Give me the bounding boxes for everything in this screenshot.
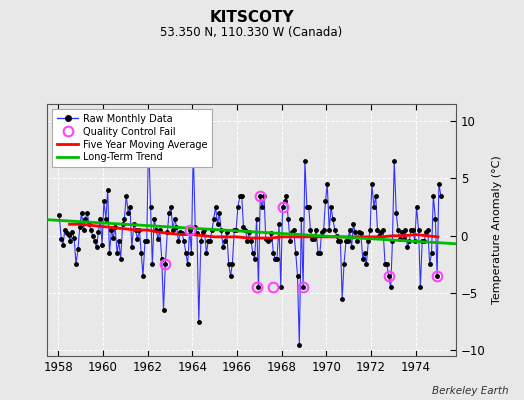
Text: KITSCOTY: KITSCOTY <box>209 10 294 25</box>
Text: Berkeley Earth: Berkeley Earth <box>432 386 508 396</box>
Y-axis label: Temperature Anomaly (°C): Temperature Anomaly (°C) <box>493 156 503 304</box>
Text: 53.350 N, 110.330 W (Canada): 53.350 N, 110.330 W (Canada) <box>160 26 343 39</box>
Legend: Raw Monthly Data, Quality Control Fail, Five Year Moving Average, Long-Term Tren: Raw Monthly Data, Quality Control Fail, … <box>52 109 213 167</box>
